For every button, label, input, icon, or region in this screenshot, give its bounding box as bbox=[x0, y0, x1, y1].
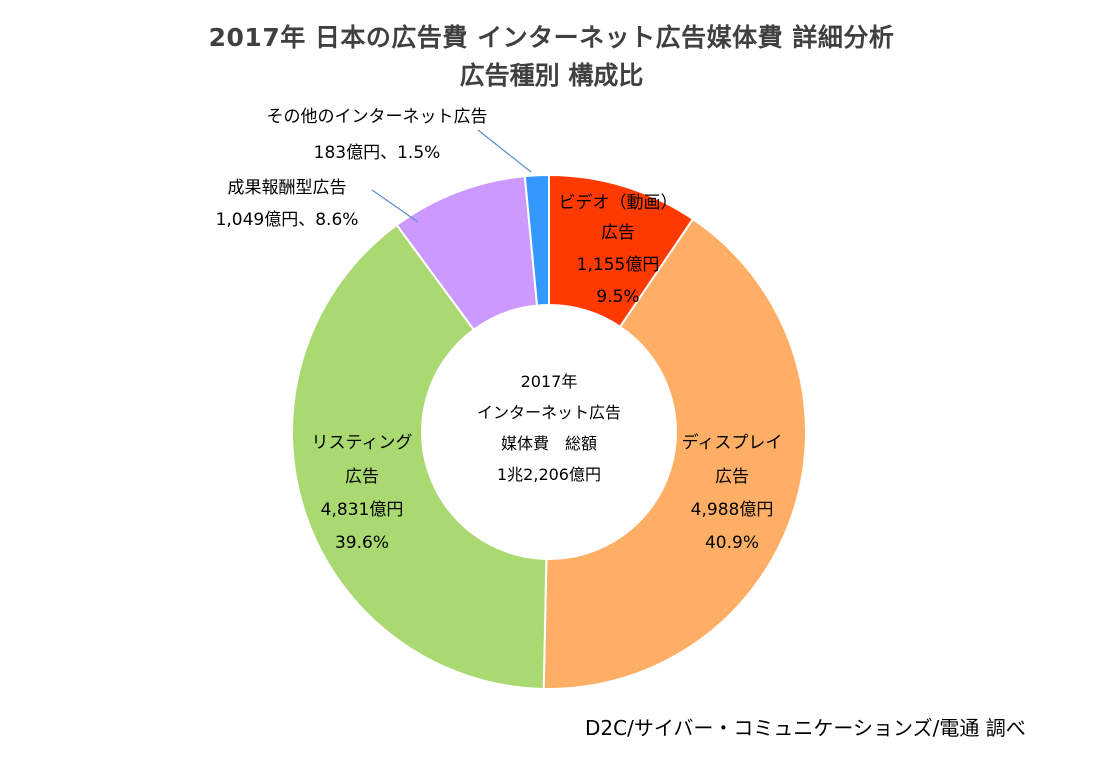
slices-group bbox=[291, 173, 807, 690]
data-label-2-line-0: リスティング bbox=[312, 433, 413, 453]
data-label-1-line-2: 4,988億円 bbox=[691, 500, 774, 520]
data-label-0-line-1: 広告 bbox=[601, 223, 635, 243]
chart-subtitle: 広告種別 構成比 bbox=[459, 61, 644, 90]
leader-line-4 bbox=[477, 129, 532, 173]
data-label-3-line-0: 成果報酬型広告 bbox=[228, 178, 347, 198]
data-label-1-line-1: 広告 bbox=[715, 467, 749, 487]
leader-line-3 bbox=[371, 189, 419, 223]
data-label-1-line-0: ディスプレイ bbox=[682, 432, 783, 453]
data-label-0-line-0: ビデオ（動画） bbox=[559, 192, 678, 213]
leader-lines-group bbox=[371, 129, 532, 223]
data-label-1-line-3: 40.9% bbox=[705, 533, 759, 553]
data-label-4-line-0: その他のインターネット広告 bbox=[267, 107, 488, 127]
data-label-2-line-2: 4,831億円 bbox=[321, 500, 404, 520]
chart-title: 2017年 日本の広告費 インターネット広告媒体費 詳細分析 bbox=[208, 23, 895, 52]
data-label-2-line-3: 39.6% bbox=[335, 533, 389, 553]
center-label-line-1: インターネット広告 bbox=[477, 403, 621, 422]
center-label-line-3: 1兆2,206億円 bbox=[497, 465, 601, 484]
labels-group: ビデオ（動画）広告1,155億円9.5%ディスプレイ広告4,988億円40.9%… bbox=[216, 107, 783, 553]
data-label-3-line-1: 1,049億円、8.6% bbox=[216, 210, 359, 230]
data-label-0-line-2: 1,155億円 bbox=[577, 255, 660, 275]
data-label-0-line-3: 9.5% bbox=[596, 287, 639, 307]
slice-1 bbox=[542, 217, 807, 690]
center-label-line-0: 2017年 bbox=[521, 372, 578, 391]
source-note: D2C/サイバー・コミュニケーションズ/電通 調べ bbox=[585, 716, 1026, 740]
center-label-line-2: 媒体費 総額 bbox=[501, 434, 597, 453]
slice-4 bbox=[523, 173, 550, 307]
slice-2 bbox=[291, 223, 548, 690]
data-label-4-line-1: 183億円、1.5% bbox=[314, 143, 441, 163]
data-label-2-line-1: 広告 bbox=[345, 467, 379, 487]
